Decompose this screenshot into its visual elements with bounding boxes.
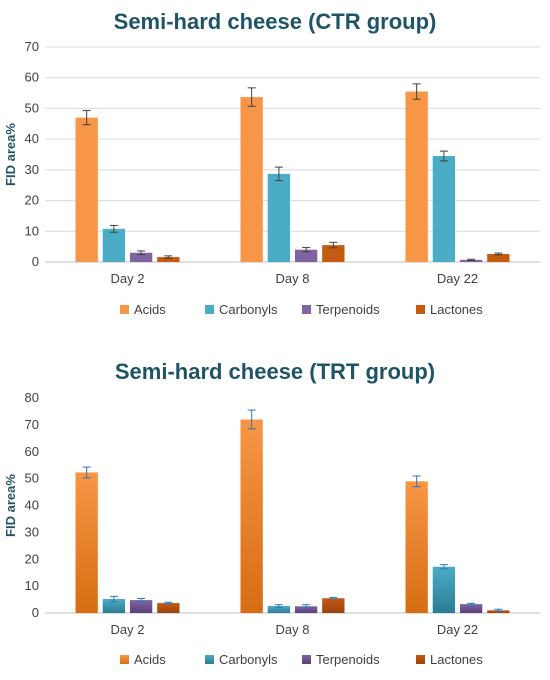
y-tick-label: 60 [25,444,39,459]
y-tick-label: 10 [25,578,39,593]
legend-swatch-lactones [416,655,425,664]
bar-acids-day-8 [240,419,263,613]
y-axis-label: FID area% [3,474,18,537]
legend-swatch-terpenoids [302,655,311,664]
legend-item-acids: Acids [120,302,166,317]
legend-label: Lactones [430,652,483,667]
y-tick-label: 40 [25,131,39,146]
legend-item-lactones: Lactones [416,652,483,667]
legend-item-lactones: Lactones [416,302,483,317]
y-tick-label: 50 [25,471,39,486]
bar-carbonyls-day-22 [432,156,456,262]
y-axis-label: FID area% [3,123,18,186]
bar-acids-day-22 [405,91,428,263]
bar-carbonyls-day-8 [267,606,291,613]
bar-acids-day-2 [75,472,98,613]
y-tick-label: 60 [25,70,39,85]
legend-label: Acids [134,652,166,667]
y-tick-label: 20 [25,193,39,208]
legend-item-terpenoids: Terpenoids [302,302,380,317]
bar-carbonyls-day-2 [102,228,126,262]
bar-carbonyls-day-22 [432,566,456,613]
bar-terpenoids-day-8 [294,606,318,613]
bar-carbonyls-day-2 [102,599,126,613]
legend-label: Lactones [430,302,483,317]
chart-title: Semi-hard cheese (TRT group) [115,359,435,384]
chart-title: Semi-hard cheese (CTR group) [114,9,437,34]
y-tick-label: 70 [25,417,39,432]
bar-lactones-day-2 [157,603,180,613]
x-category-label: Day 2 [111,271,145,286]
bar-lactones-day-2 [157,257,180,262]
bar-acids-day-8 [240,97,263,262]
legend-label: Terpenoids [316,652,380,667]
x-category-label: Day 22 [437,622,478,637]
bar-lactones-day-8 [322,245,345,262]
bar-carbonyls-day-8 [267,173,291,262]
x-category-label: Day 2 [111,622,145,637]
bar-terpenoids-day-22 [459,604,483,613]
legend-item-carbonyls: Carbonyls [205,302,278,317]
legend-item-carbonyls: Carbonyls [205,652,278,667]
x-category-label: Day 8 [276,622,310,637]
legend-label: Carbonyls [219,302,278,317]
y-tick-label: 30 [25,524,39,539]
legend-swatch-carbonyls [205,305,214,314]
y-tick-label: 10 [25,223,39,238]
legend-swatch-acids [120,305,129,314]
y-tick-label: 80 [25,390,39,405]
bar-lactones-day-8 [322,598,345,613]
y-tick-label: 50 [25,100,39,115]
legend-swatch-terpenoids [302,305,311,314]
legend-item-acids: Acids [120,652,166,667]
legend-item-terpenoids: Terpenoids [302,652,380,667]
bar-terpenoids-day-2 [129,600,153,613]
y-tick-label: 0 [32,254,39,269]
legend-swatch-acids [120,655,129,664]
legend-label: Carbonyls [219,652,278,667]
y-tick-label: 70 [25,39,39,54]
y-tick-label: 20 [25,551,39,566]
bar-acids-day-2 [75,117,98,263]
y-tick-label: 30 [25,162,39,177]
legend: Acids Carbonyls Terpenoids Lactones [120,302,483,317]
x-category-label: Day 8 [276,271,310,286]
legend: Acids Carbonyls Terpenoids Lactones [120,652,483,667]
y-tick-label: 0 [32,605,39,620]
bar-acids-day-22 [405,481,428,613]
legend-label: Terpenoids [316,302,380,317]
legend-label: Acids [134,302,166,317]
chart-2: Semi-hard cheese (TRT group) FID area% 0 10… [3,359,540,667]
y-tick-label: 40 [25,498,39,513]
bar-lactones-day-22 [487,254,510,262]
bar-terpenoids-day-2 [129,252,153,262]
legend-swatch-lactones [416,305,425,314]
chart-1: Semi-hard cheese (CTR group) FID area% 0 10… [3,9,540,317]
x-category-label: Day 22 [437,271,478,286]
legend-swatch-carbonyls [205,655,214,664]
bar-terpenoids-day-8 [294,249,318,262]
